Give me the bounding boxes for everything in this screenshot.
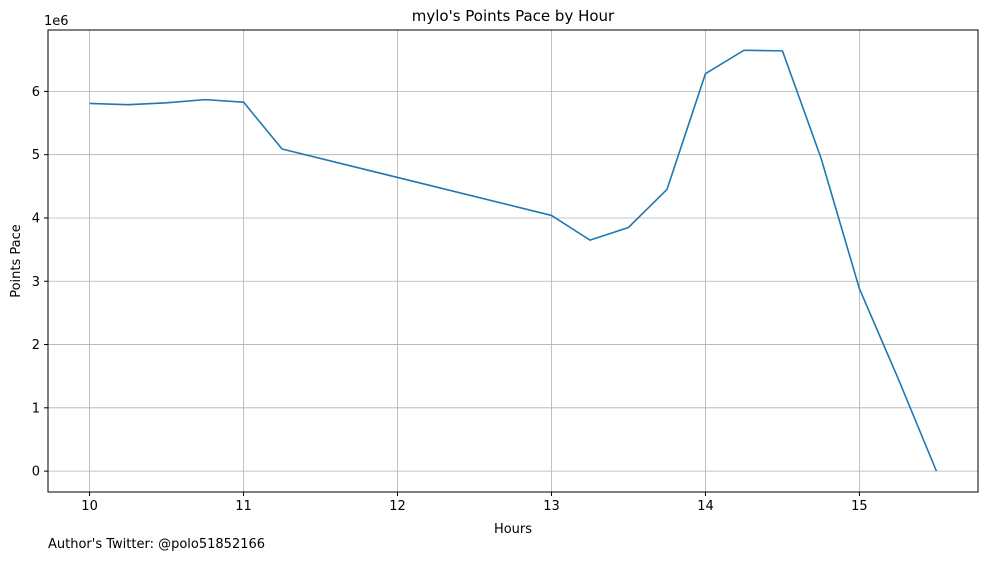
y-axis-label: Points Pace <box>9 224 24 298</box>
x-tick-label: 15 <box>851 499 868 514</box>
y-tick-label: 6 <box>32 85 40 100</box>
grid-lines <box>48 30 978 492</box>
x-tick-label: 11 <box>235 499 252 514</box>
y-tick-label: 2 <box>32 338 40 353</box>
x-tick-label: 10 <box>81 499 98 514</box>
y-tick-label: 4 <box>32 211 40 226</box>
series-line <box>89 49 938 472</box>
x-axis-label: Hours <box>494 522 532 537</box>
plot-area-frame <box>47 29 979 493</box>
y-tick-label: 0 <box>32 465 40 480</box>
series-group <box>89 49 938 472</box>
y-tick-label: 3 <box>32 275 40 290</box>
x-tick-label: 12 <box>389 499 406 514</box>
x-axis-ticks: 10 11 12 13 14 15 <box>81 492 868 514</box>
y-tick-label: 5 <box>32 148 40 163</box>
y-axis-offset-label: 1e6 <box>44 14 69 29</box>
y-axis-ticks: 0 1 2 3 4 5 6 <box>32 85 48 480</box>
x-tick-label: 13 <box>543 499 560 514</box>
chart-title: mylo's Points Pace by Hour <box>412 7 615 25</box>
x-tick-label: 14 <box>697 499 714 514</box>
author-twitter-footer: Author's Twitter: @polo51852166 <box>48 537 266 552</box>
y-tick-label: 1 <box>32 401 40 416</box>
